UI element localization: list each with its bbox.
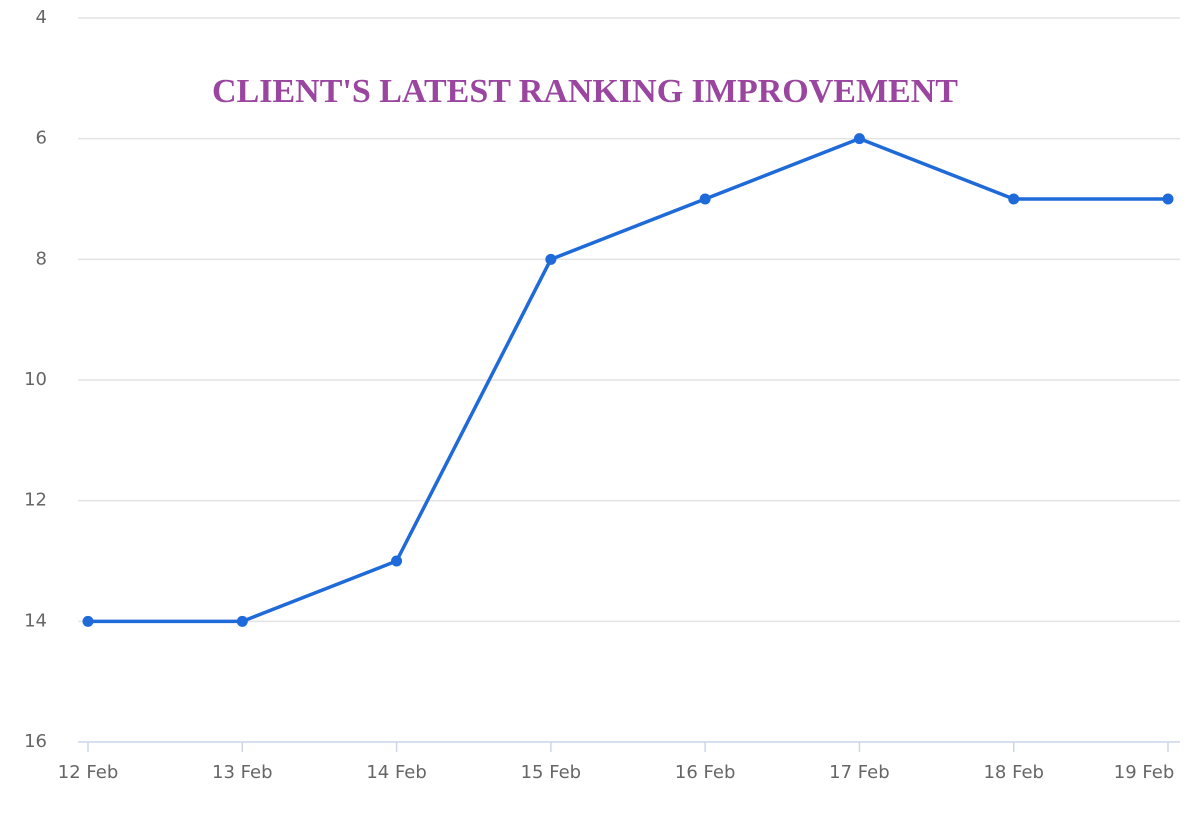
y-tick-label: 12 — [24, 490, 47, 511]
data-point — [82, 615, 94, 627]
y-tick-label: 8 — [36, 248, 47, 269]
line-series — [88, 136, 1168, 624]
y-tick-label: 16 — [24, 731, 47, 752]
data-point — [699, 193, 711, 205]
x-tick-label: 16 Feb — [675, 762, 736, 783]
x-tick-label: 14 Feb — [366, 762, 427, 783]
data-point — [391, 555, 403, 567]
x-tick-label: 18 Feb — [983, 762, 1044, 783]
data-point — [1162, 193, 1174, 205]
x-tick-label: 19 Feb — [1114, 762, 1175, 783]
data-point — [1008, 193, 1020, 205]
x-tick-label: 17 Feb — [829, 762, 890, 783]
y-tick-label: 6 — [36, 128, 47, 149]
x-tick-label: 15 Feb — [521, 762, 582, 783]
data-point — [853, 133, 865, 145]
data-point — [545, 253, 557, 265]
y-tick-label: 14 — [24, 610, 47, 631]
data-point — [236, 615, 248, 627]
chart-title: CLIENT'S LATEST RANKING IMPROVEMENT — [212, 73, 958, 110]
y-tick-label: 10 — [24, 369, 47, 390]
y-tick-label: 4 — [36, 7, 47, 28]
x-tick-label: 12 Feb — [58, 762, 119, 783]
x-tick-label: 13 Feb — [212, 762, 273, 783]
